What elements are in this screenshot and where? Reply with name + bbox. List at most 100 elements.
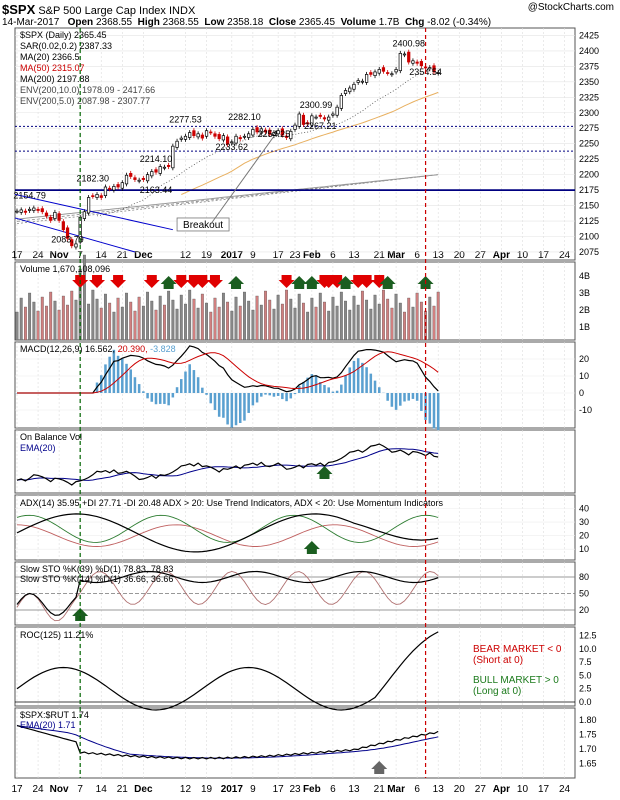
candle-body [331,113,335,116]
macd-histogram-bar [146,393,149,399]
y-tick-label-ratio: 1.80 [579,715,597,725]
candle-body [339,95,343,109]
channel-lower [14,217,136,253]
macd-histogram-bar [293,393,297,395]
candle-body [82,211,87,219]
candle-body [112,186,116,191]
x-tick-label-bottom: 24 [559,784,571,795]
volume-bar [74,299,78,341]
y-tick-label-macd: 20 [579,354,589,364]
candle-body [415,61,419,64]
macd-histogram-bar [175,387,179,393]
candle-body [234,135,238,144]
volume-bar [419,301,423,341]
volume-bar [238,305,242,341]
macd-histogram-bar [436,393,440,431]
y-tick-label-ratio: 1.75 [579,729,597,739]
volume-bar [184,303,187,341]
x-tick-label-bottom: 13 [348,784,360,795]
volume-bar [24,306,27,341]
y-tick-label-sto: 50 [579,589,589,599]
macd-histogram-bar [386,393,389,401]
ratio-line [16,725,439,760]
candle-body [348,87,352,93]
x-tick-label-bottom: 9 [250,784,256,795]
x-tick-label-bottom: 20 [454,784,466,795]
volume-bar [247,300,251,341]
macd-histogram-bar [129,369,132,393]
candle-body [213,133,217,137]
y-tick-label-volume: 4B [579,271,590,281]
x-tick-label-bottom: 6 [414,784,420,795]
y-tick-label-price: 2325 [579,92,599,102]
macd-histogram-bar [268,393,271,396]
sto-legend-item: Slow STO %K(39) %D(1) 78.83, 78.83 [20,564,173,574]
x-tick-label-bottom: 7 [77,784,83,795]
x-tick-label-bottom: 12 [180,784,192,795]
x-tick-label-price: 20 [454,250,466,261]
macd-histogram-bar [260,393,263,397]
signal-arrow-down [89,275,106,288]
price-legend-item: ENV(200,5.0) 2087.98 - 2307.77 [20,96,150,106]
volume-bar [314,306,318,341]
x-tick-label-bottom: Nov [50,784,69,795]
candle-body [327,116,331,121]
macd-histogram-bar [99,375,103,393]
volume-bar [171,299,175,341]
volume-bar [411,306,415,341]
candle-body [432,65,436,73]
y-tick-label-price: 2100 [579,231,599,241]
macd-signal-line [17,351,439,394]
y-tick-label-sto: 80 [579,572,589,582]
candle-body [402,53,407,56]
volume-bar [146,291,149,341]
env-10-upper [16,174,439,224]
candle-body [179,137,183,140]
candle-body [196,133,200,138]
y-tick-label-price: 2425 [579,30,599,40]
y-tick-label-roc: 12.5 [579,631,597,641]
macd-histogram-bar [407,393,410,401]
candle-body [171,145,175,169]
candle-body [322,117,327,120]
volume-bar [259,304,263,341]
y-tick-label-macd: -10 [579,405,592,415]
macd-histogram-bar [234,393,238,426]
signal-arrow-down [194,275,211,288]
y-tick-label-price: 2175 [579,185,599,195]
x-tick-label-bottom: 17 [11,784,23,795]
breakout-pointer [210,135,275,225]
candle-body [95,194,99,198]
x-tick-label-price: 23 [289,250,301,261]
signal-arrow-up [316,466,333,479]
volume-bar [196,307,200,341]
chart-header: $SPX S&P 500 Large Cap Index INDX [2,2,195,17]
x-tick-label-price: 17 [273,250,285,261]
volume-bar [297,293,301,341]
macd-histogram-bar [310,374,314,393]
candle-body [150,171,154,177]
volume-bar [57,309,61,341]
candle-body [19,209,23,213]
x-tick-label-bottom: 23 [289,784,301,795]
macd-histogram-bar [415,393,419,401]
macd-histogram-bar [373,380,377,393]
macd-histogram-bar [289,393,293,399]
signal-arrow-down [371,275,388,288]
macd-histogram-bar [125,363,128,393]
candle-body [306,122,310,125]
panel-macd [14,341,576,429]
volume-bar [226,301,230,341]
candle-body [381,67,386,72]
x-tick-label-price: 2017 [221,250,244,261]
volume-bar [19,297,23,341]
volume-bar [188,289,192,341]
macd-histogram-bar [163,393,166,404]
volume-bar [293,307,297,341]
volume-bar [221,292,225,341]
volume-bar [150,300,154,341]
candle-body [377,69,381,74]
y-tick-label-adx: 30 [579,517,589,527]
x-tick-label-bottom: 6 [330,784,336,795]
